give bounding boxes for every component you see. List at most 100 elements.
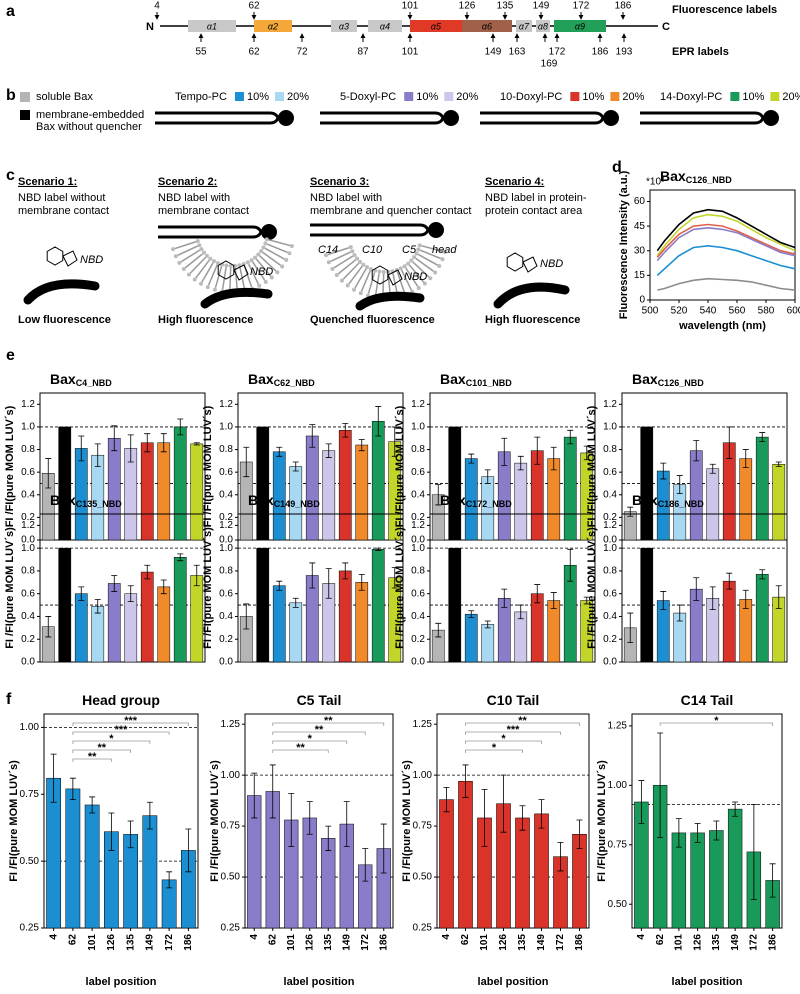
bilayer-head	[365, 265, 369, 270]
helix-label: α1	[207, 21, 217, 31]
y-tick-label: 1.25	[221, 719, 241, 730]
error-bar	[375, 406, 382, 437]
error-bar	[501, 437, 508, 466]
bar	[140, 442, 154, 541]
bar	[709, 830, 724, 929]
bar	[123, 834, 138, 929]
significance-bracket	[72, 740, 151, 744]
error-bar	[325, 825, 332, 851]
protein	[23, 279, 100, 305]
error-bar	[358, 438, 365, 452]
y-tick-label: 0.2	[219, 512, 233, 523]
bar	[355, 444, 369, 541]
helix-label: α6	[482, 21, 492, 31]
bilayer-head	[414, 251, 419, 256]
bilayer-head	[264, 237, 269, 242]
bilayer-lipid	[412, 261, 430, 278]
legend-label: membrane-embedded	[36, 109, 144, 121]
chart-title-main: C5 Tail	[297, 692, 342, 708]
chart-title-main: C14 Tail	[681, 692, 734, 708]
bar	[142, 815, 158, 929]
bilayer-lipid	[268, 239, 291, 247]
bilayer-head	[377, 269, 382, 274]
bilayer-head	[204, 253, 209, 258]
scenario-result: Quenched fluorescence	[310, 314, 435, 326]
x-tick-label: 101	[479, 934, 490, 951]
bar	[157, 586, 171, 663]
error-bar	[78, 435, 85, 462]
significance-label: *	[109, 733, 114, 745]
error-bar	[660, 591, 667, 611]
nbd-label: NBD	[540, 258, 563, 270]
y-tick-label: 0.0	[603, 657, 617, 668]
y-tick-label: 0.6	[603, 467, 617, 478]
significance-bracket	[272, 740, 348, 744]
error-bar	[468, 453, 475, 464]
c-terminus: C	[662, 21, 670, 33]
y-tick-label: 0.2	[219, 634, 233, 645]
chart-title-sub: C4_NBD	[76, 378, 113, 388]
bilayer-head	[181, 267, 186, 272]
fluorescence-label: 149	[533, 1, 550, 12]
bilayer-head	[416, 247, 421, 252]
bar	[84, 804, 100, 929]
bilayer-head	[437, 264, 442, 269]
bar	[289, 602, 303, 663]
error-bar	[519, 805, 526, 831]
y-tick-label: 0.0	[219, 657, 233, 668]
error-bar	[94, 598, 101, 614]
error-bar	[742, 449, 749, 469]
epr-label: 72	[296, 47, 308, 58]
x-tick-label: 149	[730, 934, 741, 951]
error-bar	[45, 458, 52, 489]
bilayer-lipid	[266, 243, 288, 254]
bilayer-lipid	[342, 262, 360, 280]
epr-label: 62	[248, 47, 260, 58]
bar	[514, 462, 528, 541]
bilayer-lipid	[400, 269, 412, 291]
significance-label: *	[714, 715, 719, 727]
chart-title: C5 Tail	[297, 692, 342, 708]
y-axis-label: FI /FI(pure MOM LUV´s)	[586, 405, 598, 527]
error-bar	[481, 789, 488, 847]
error-bar	[726, 572, 733, 590]
y-tick-label: 0.8	[21, 444, 35, 455]
bilayer-head	[261, 245, 266, 250]
bilayer-lipid	[259, 255, 277, 272]
lipid-tails	[320, 111, 445, 125]
error-bar	[638, 780, 645, 824]
bilayer-head	[417, 243, 422, 248]
bilayer-head	[287, 251, 292, 256]
error-bar	[177, 553, 184, 562]
lipid-name: Tempo-PC	[175, 91, 227, 103]
error-bar	[538, 799, 545, 829]
error-bar	[342, 562, 349, 580]
bilayer-head	[263, 279, 268, 284]
y-tick-label: 0.8	[21, 566, 35, 577]
helix-label: α3	[339, 21, 349, 31]
x-tick-label: 172	[555, 934, 566, 951]
bilayer-lipid	[189, 256, 207, 274]
chart-title-main: Bax	[50, 492, 76, 508]
y-tick-label: 0.2	[603, 634, 617, 645]
error-bar	[550, 592, 557, 609]
y-tick-label: 0.2	[411, 634, 425, 645]
legend-label: 10%	[416, 91, 438, 103]
error-bar	[193, 564, 200, 587]
significance-bracket	[72, 731, 170, 735]
error-bar	[380, 823, 387, 874]
x-tick-label: 149	[341, 934, 352, 951]
significance-bracket	[465, 749, 523, 753]
y-tick-label: 0.6	[603, 588, 617, 599]
spectrum-line	[656, 226, 796, 262]
bilayer-lipid	[382, 273, 385, 296]
bar	[140, 571, 154, 663]
legend-label: Bax without quencher	[36, 121, 142, 133]
error-bar	[775, 585, 782, 609]
helix	[462, 20, 512, 32]
lipid-head	[443, 110, 459, 126]
legend-swatch	[610, 92, 620, 101]
scenario-result: High fluorescence	[158, 314, 253, 326]
fluorescence-label: 4	[154, 1, 160, 12]
